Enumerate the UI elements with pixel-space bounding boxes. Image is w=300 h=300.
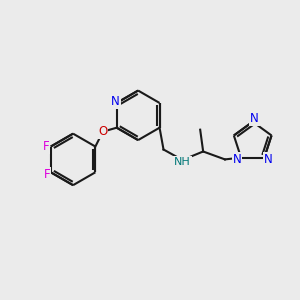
Text: NH: NH (174, 158, 191, 167)
Text: N: N (250, 112, 259, 125)
Text: F: F (44, 168, 50, 181)
Text: N: N (111, 95, 120, 108)
Text: N: N (233, 153, 242, 166)
Text: N: N (264, 153, 273, 166)
Text: F: F (43, 140, 49, 153)
Text: O: O (98, 125, 107, 138)
